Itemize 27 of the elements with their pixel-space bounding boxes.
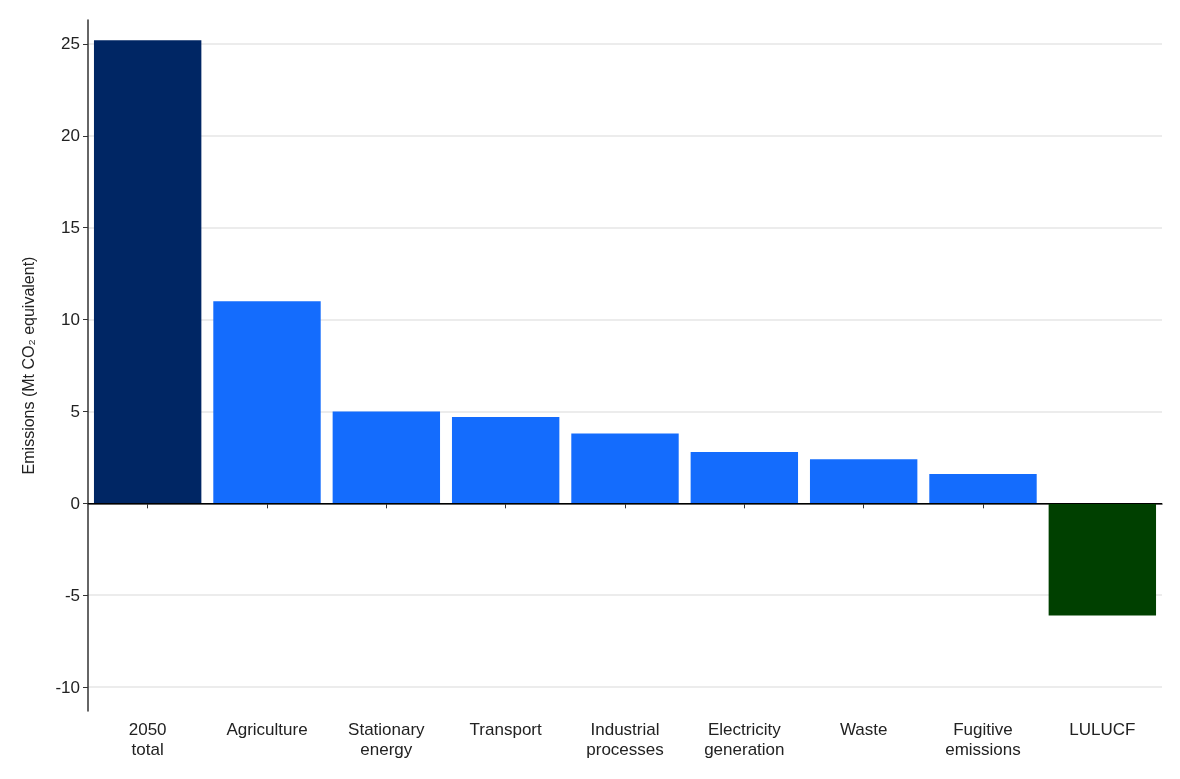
y-tick-label: 25 — [61, 34, 80, 54]
bar — [93, 40, 202, 504]
x-tick-label: Fugitive emissions — [945, 719, 1021, 759]
x-tick-label: Industrial processes — [586, 719, 664, 759]
bar — [1048, 503, 1157, 616]
bar — [571, 433, 679, 504]
y-tick-label: -10 — [55, 677, 80, 697]
y-tick-label: 15 — [61, 218, 80, 238]
x-tick-label: LULUCF — [1069, 719, 1136, 739]
y-tick-label: 5 — [70, 401, 80, 421]
bar — [690, 451, 799, 504]
x-tick-label: Electricity generation — [704, 719, 785, 759]
y-tick-label: 10 — [61, 310, 80, 330]
y-axis-title: Emissions (Mt CO₂ equivalent) — [19, 256, 37, 475]
x-tick-label: 2050 total — [128, 719, 167, 759]
y-tick-label: -5 — [64, 585, 80, 605]
y-tick-label: 0 — [70, 493, 80, 513]
y-tick-label: 20 — [61, 126, 80, 146]
bar — [809, 459, 918, 504]
x-tick-label: Stationary energy — [348, 719, 426, 759]
bar — [213, 301, 321, 504]
bar — [929, 473, 1037, 504]
bar — [451, 416, 560, 504]
x-tick-label: Transport — [469, 719, 542, 739]
x-tick-label: Waste — [839, 719, 888, 739]
bar — [332, 411, 441, 504]
x-tick-label: Agriculture — [226, 719, 308, 739]
